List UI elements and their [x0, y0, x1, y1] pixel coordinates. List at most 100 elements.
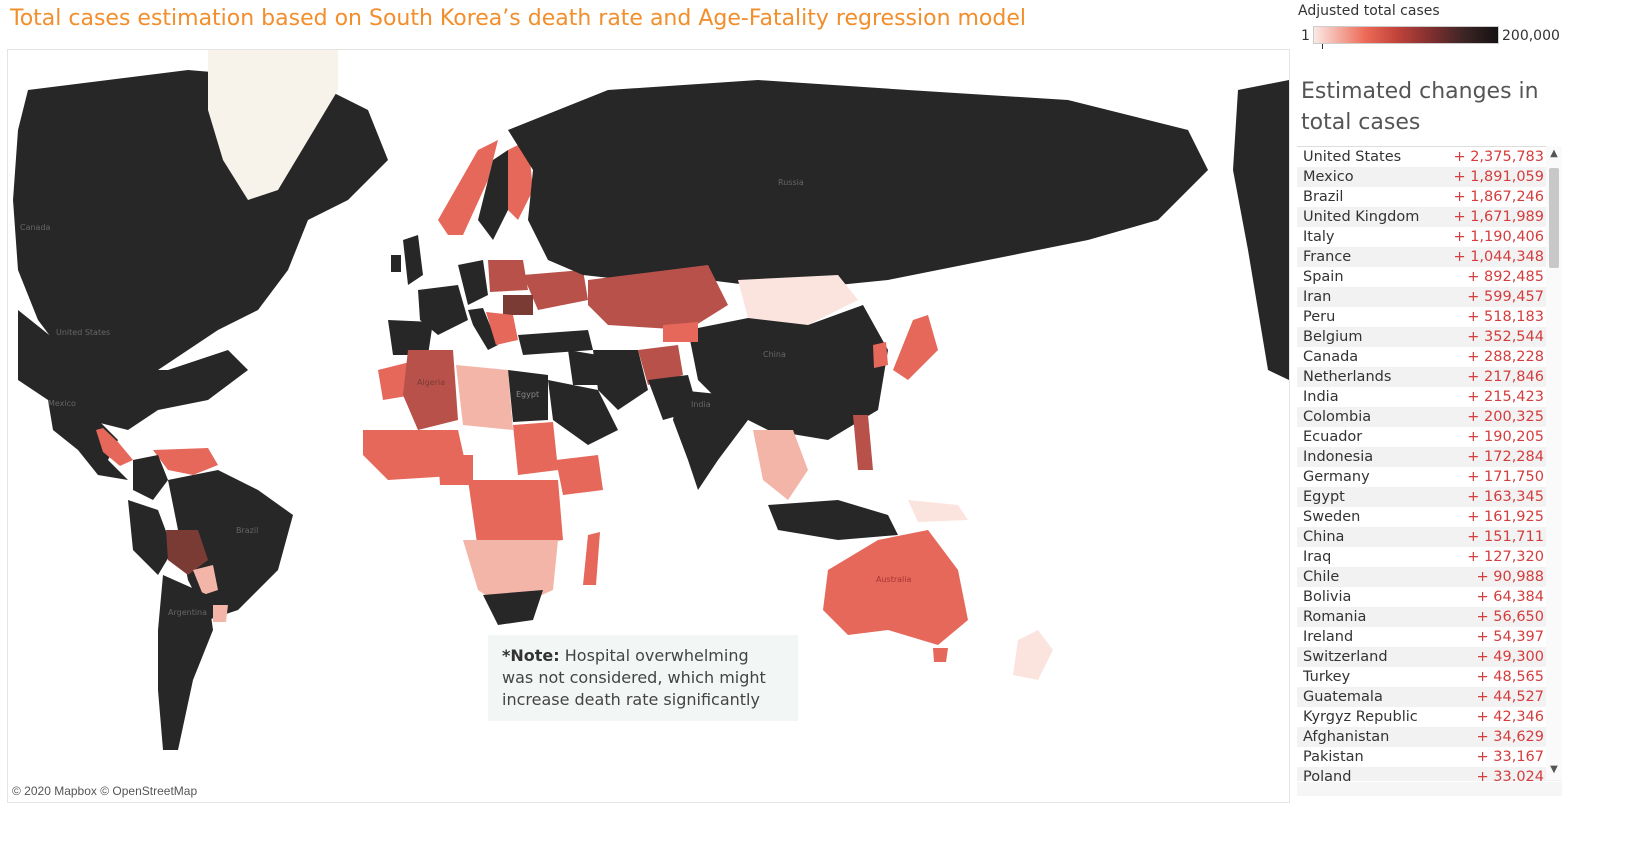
country-greenland[interactable]: [208, 50, 338, 200]
country-central-africa[interactable]: [468, 480, 563, 550]
table-row[interactable]: India + 215,423: [1297, 387, 1562, 407]
table-row[interactable]: Indonesia + 172,284: [1297, 447, 1562, 467]
country-central-america[interactable]: [96, 428, 133, 466]
scroll-down-icon[interactable]: ▼: [1550, 764, 1558, 775]
table-row[interactable]: Belgium + 352,544: [1297, 327, 1562, 347]
country-poland[interactable]: [488, 260, 528, 292]
country-uruguay[interactable]: [213, 605, 228, 622]
country-norway[interactable]: [438, 140, 498, 235]
country-argentina[interactable]: [158, 575, 213, 750]
vertical-scrollbar[interactable]: ▲ ▼: [1546, 146, 1562, 780]
country-name: Iraq: [1303, 549, 1332, 565]
country-bolivia[interactable]: [166, 530, 208, 575]
map-canvas[interactable]: Canada United States Mexico Brazil Argen…: [8, 50, 1289, 802]
table-row[interactable]: Guatemala + 44,527: [1297, 687, 1562, 707]
table-row[interactable]: Italy + 1,190,406: [1297, 227, 1562, 247]
table-row[interactable]: Colombia + 200,325: [1297, 407, 1562, 427]
country-turkey[interactable]: [518, 330, 593, 355]
country-sweden[interactable]: [478, 150, 508, 240]
country-japan[interactable]: [893, 315, 938, 380]
country-uk[interactable]: [403, 235, 423, 285]
horizontal-scrollbar[interactable]: [1297, 782, 1562, 796]
country-nigeria[interactable]: [438, 455, 473, 485]
country-mexico[interactable]: [48, 400, 128, 480]
table-row[interactable]: Switzerland + 49,300: [1297, 647, 1562, 667]
country-colombia[interactable]: [133, 455, 168, 500]
country-saudi[interactable]: [548, 380, 618, 445]
country-paraguay[interactable]: [193, 565, 218, 595]
table-row[interactable]: Brazil + 1,867,246: [1297, 187, 1562, 207]
table-row[interactable]: Ecuador + 190,205: [1297, 427, 1562, 447]
country-name: Guatemala: [1303, 689, 1383, 705]
table-row[interactable]: Canada + 288,228: [1297, 347, 1562, 367]
table-row[interactable]: Chile + 90,988: [1297, 567, 1562, 587]
country-china[interactable]: [688, 305, 888, 440]
table-row[interactable]: Iraq + 127,320: [1297, 547, 1562, 567]
legend-tick: [1322, 44, 1323, 49]
country-korea[interactable]: [873, 342, 888, 368]
map-label-canada: Canada: [20, 223, 51, 232]
country-iraq[interactable]: [568, 350, 598, 385]
country-afghanistan[interactable]: [638, 345, 683, 385]
country-sudan[interactable]: [513, 422, 558, 475]
table-row[interactable]: Spain + 892,485: [1297, 267, 1562, 287]
table-row[interactable]: Sweden + 161,925: [1297, 507, 1562, 527]
table-row[interactable]: Mexico + 1,891,059: [1297, 167, 1562, 187]
table-row[interactable]: Poland + 33,024: [1297, 767, 1562, 781]
country-madagascar[interactable]: [583, 532, 600, 585]
table-row[interactable]: Egypt + 163,345: [1297, 487, 1562, 507]
scroll-up-icon[interactable]: ▲: [1550, 148, 1558, 159]
country-alaska[interactable]: [1233, 80, 1289, 380]
country-name: Peru: [1303, 309, 1336, 325]
country-ukraine[interactable]: [523, 270, 588, 310]
table-row[interactable]: Pakistan + 33,167: [1297, 747, 1562, 767]
table-row[interactable]: United States + 2,375,783: [1297, 147, 1562, 167]
country-peru[interactable]: [128, 500, 173, 575]
changes-table[interactable]: United States + 2,375,783 Mexico + 1,891,05…: [1297, 146, 1562, 781]
table-row[interactable]: Kyrgyz Republic + 42,346: [1297, 707, 1562, 727]
table-row[interactable]: Afghanistan + 34,629: [1297, 727, 1562, 747]
estimated-change-value: + 161,925: [1467, 509, 1544, 525]
world-map[interactable]: Canada United States Mexico Brazil Argen…: [7, 49, 1290, 803]
country-ethiopia[interactable]: [556, 455, 603, 495]
scroll-thumb[interactable]: [1549, 168, 1559, 268]
country-venezuela[interactable]: [153, 448, 218, 475]
table-row[interactable]: France + 1,044,348: [1297, 247, 1562, 267]
table-row[interactable]: Germany + 171,750: [1297, 467, 1562, 487]
country-philippines[interactable]: [853, 415, 873, 470]
table-row[interactable]: Bolivia + 64,384: [1297, 587, 1562, 607]
country-algeria[interactable]: [403, 350, 458, 430]
country-indonesia[interactable]: [768, 500, 898, 540]
country-ireland[interactable]: [391, 255, 401, 272]
table-row[interactable]: Netherlands + 217,846: [1297, 367, 1562, 387]
country-png[interactable]: [908, 500, 968, 522]
country-libya[interactable]: [456, 365, 513, 430]
country-name: Egypt: [1303, 489, 1345, 505]
table-row[interactable]: Turkey + 48,565: [1297, 667, 1562, 687]
country-spain[interactable]: [388, 320, 433, 355]
country-russia[interactable]: [508, 80, 1208, 290]
table-row[interactable]: Ireland + 54,397: [1297, 627, 1562, 647]
country-new-zealand[interactable]: [1013, 630, 1053, 680]
map-credit[interactable]: © 2020 Mapbox © OpenStreetMap: [12, 784, 198, 798]
country-mongolia[interactable]: [738, 275, 858, 325]
country-iran[interactable]: [593, 350, 648, 410]
table-row[interactable]: Iran + 599,457: [1297, 287, 1562, 307]
table-row[interactable]: United Kingdom + 1,671,989: [1297, 207, 1562, 227]
country-kyrgyz[interactable]: [663, 322, 698, 342]
country-usa[interactable]: [18, 310, 248, 430]
table-row[interactable]: China + 151,711: [1297, 527, 1562, 547]
country-balkans[interactable]: [486, 312, 518, 345]
country-italy[interactable]: [468, 308, 498, 350]
country-germany[interactable]: [458, 260, 488, 305]
country-romania[interactable]: [503, 295, 533, 315]
country-egypt[interactable]: [508, 370, 548, 422]
table-row[interactable]: Peru + 518,183: [1297, 307, 1562, 327]
country-tasmania[interactable]: [933, 648, 948, 662]
country-australia[interactable]: [823, 530, 968, 645]
country-south-africa[interactable]: [483, 590, 543, 625]
country-india[interactable]: [673, 390, 748, 490]
country-indochina[interactable]: [753, 430, 808, 500]
country-kazakhstan[interactable]: [588, 265, 728, 330]
table-row[interactable]: Romania + 56,650: [1297, 607, 1562, 627]
